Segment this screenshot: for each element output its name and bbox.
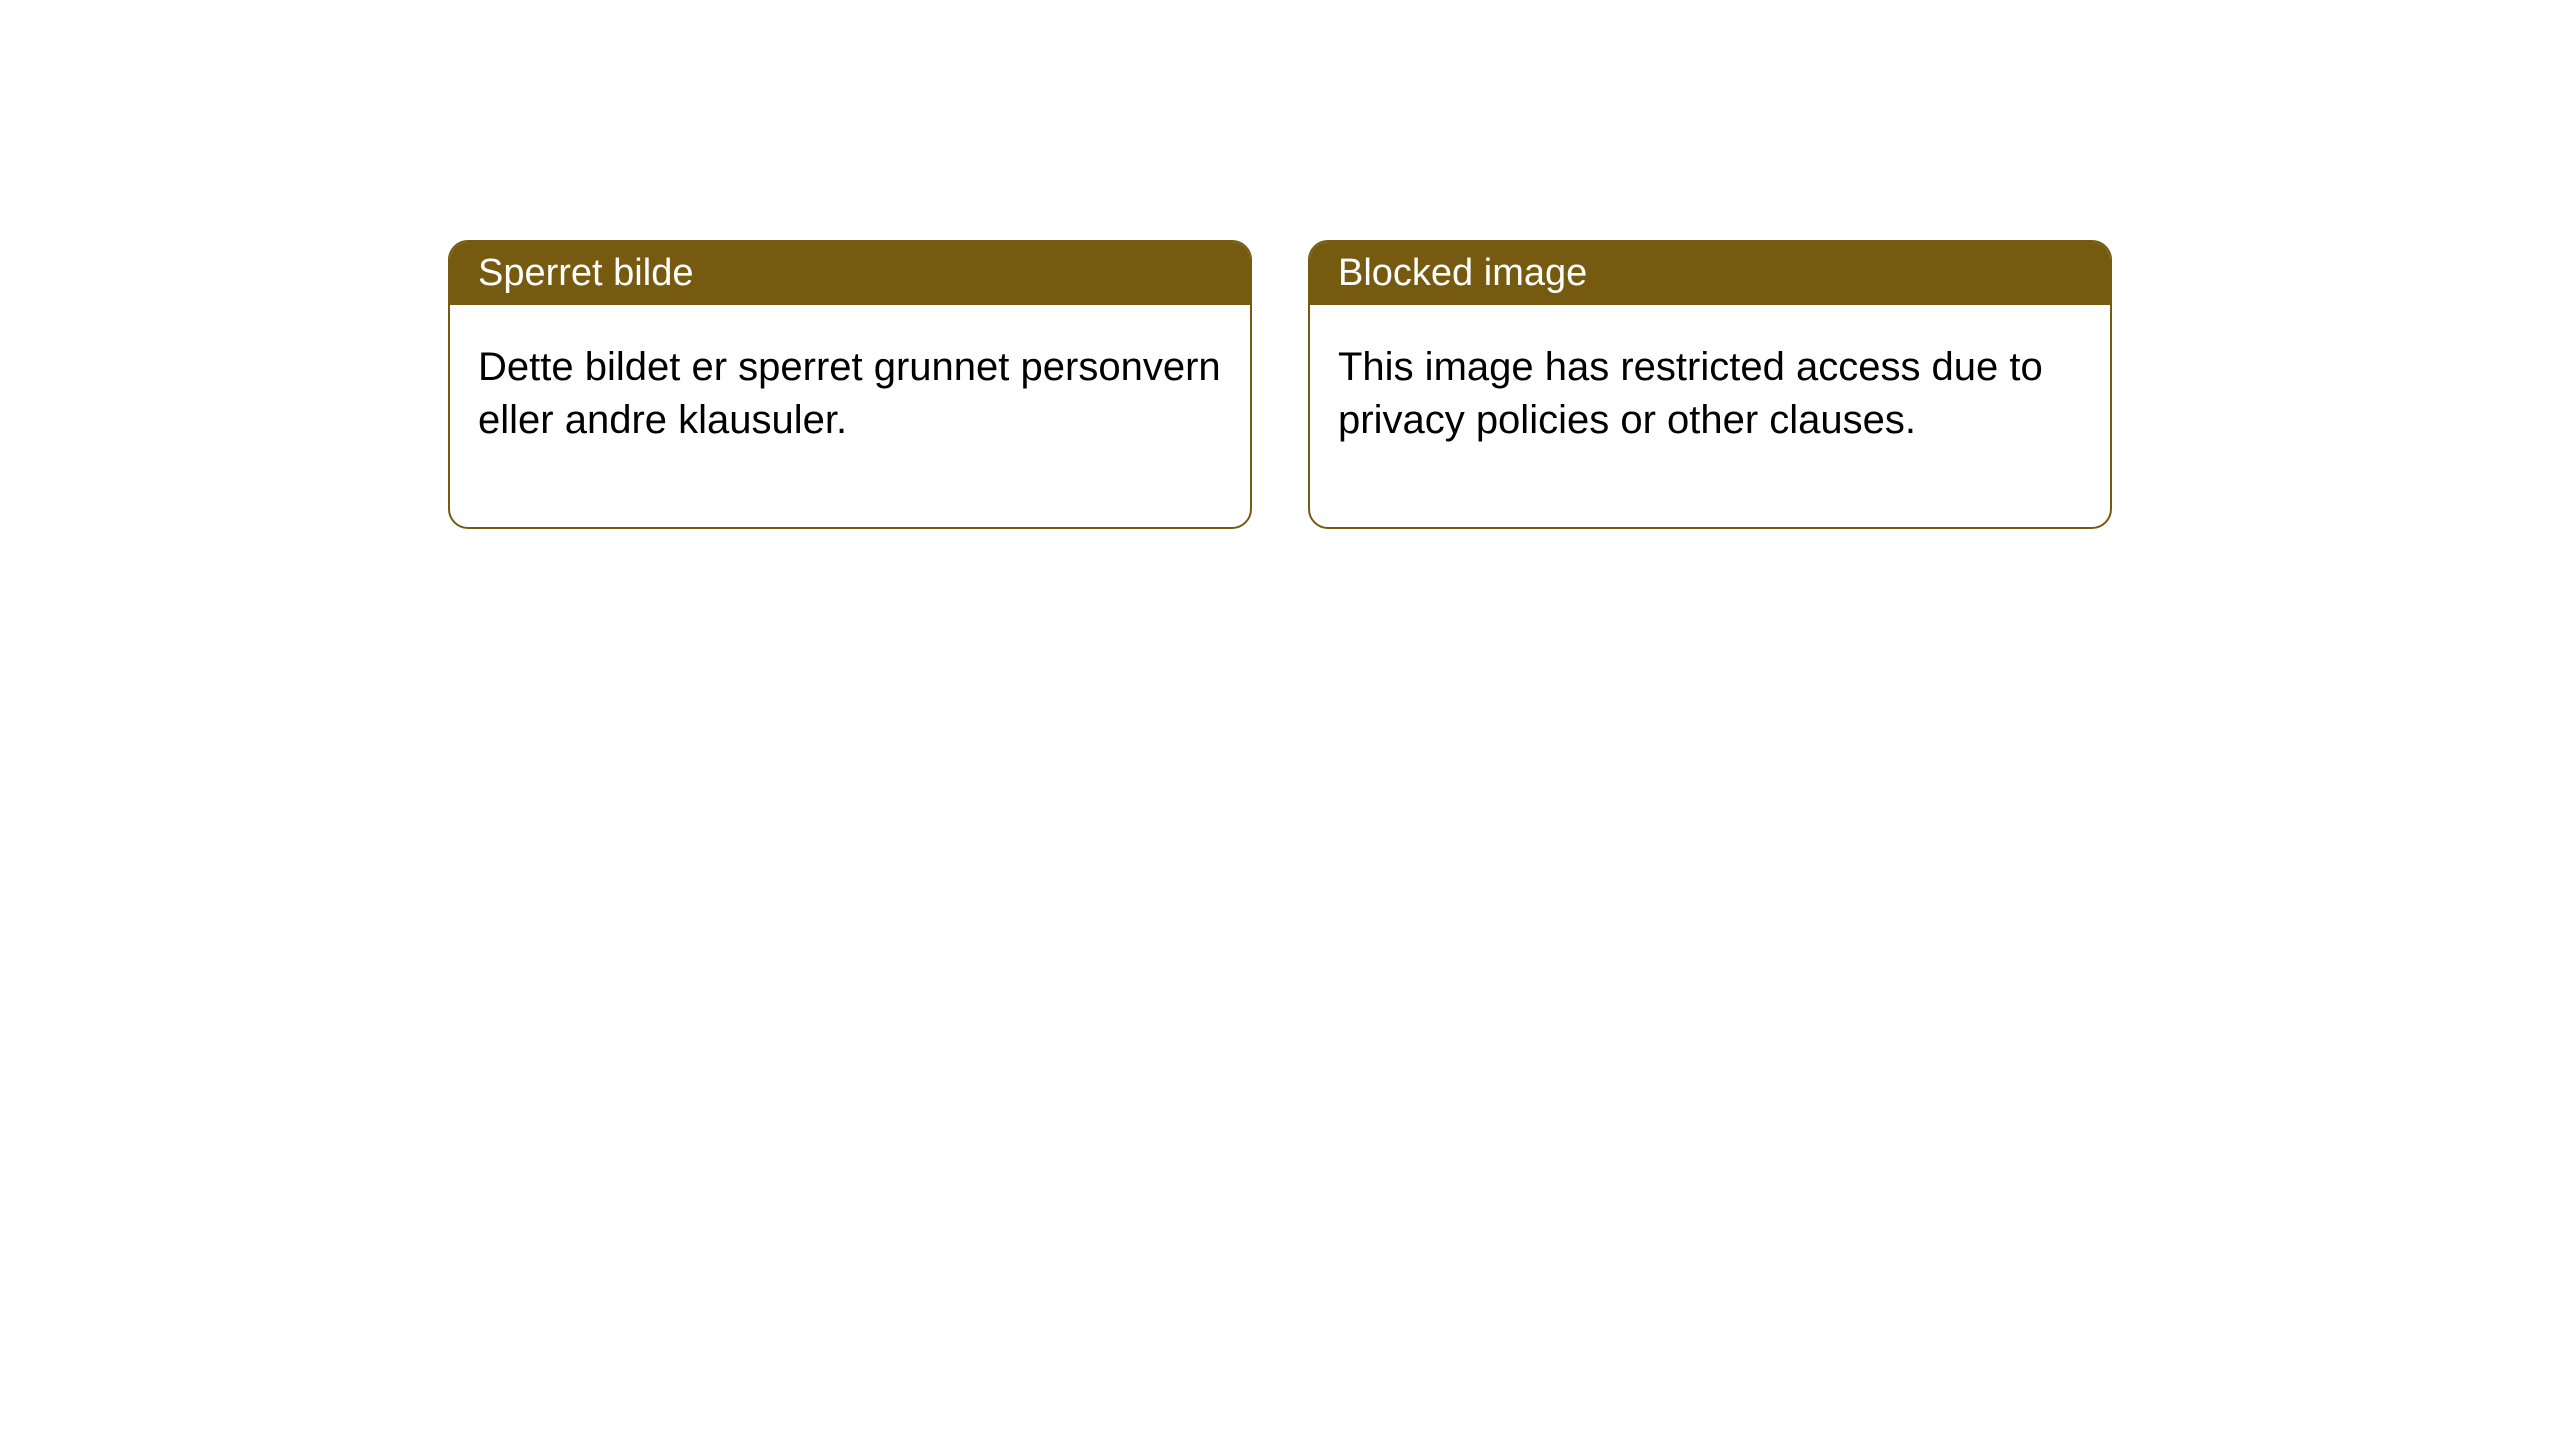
notice-card-title: Sperret bilde [450,242,1250,305]
notice-card-body: Dette bildet er sperret grunnet personve… [450,305,1250,527]
notice-card-body: This image has restricted access due to … [1310,305,2110,527]
notice-card-title: Blocked image [1310,242,2110,305]
notice-card-english: Blocked image This image has restricted … [1308,240,2112,529]
notice-cards-container: Sperret bilde Dette bildet er sperret gr… [0,0,2560,529]
notice-card-norwegian: Sperret bilde Dette bildet er sperret gr… [448,240,1252,529]
